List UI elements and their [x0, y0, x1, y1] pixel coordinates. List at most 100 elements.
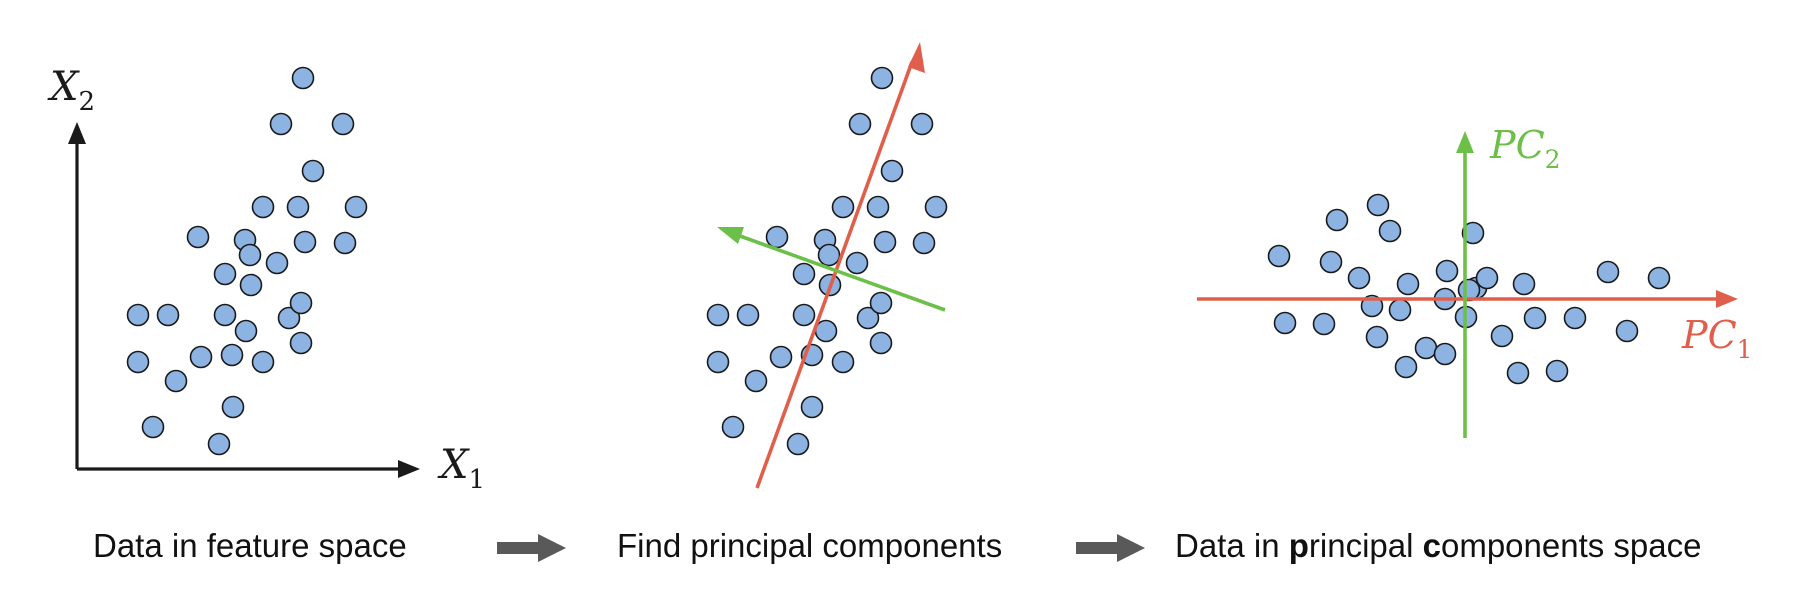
data-point — [924, 195, 948, 219]
data-point — [238, 243, 262, 267]
x2-axis-label: X2 — [47, 64, 95, 117]
data-point — [286, 195, 310, 219]
data-point — [817, 243, 841, 267]
pc2-axis-arrowhead — [1456, 131, 1474, 153]
pc1-axis-label: PC1 — [1681, 313, 1753, 364]
data-point — [301, 159, 325, 183]
data-point — [126, 350, 150, 374]
find-components-points — [706, 66, 948, 456]
data-point — [1273, 311, 1297, 335]
data-point — [213, 262, 237, 286]
pc2-direction-line — [739, 234, 946, 312]
pc2-direction-arrowhead — [717, 227, 744, 244]
right-arrow-icon — [497, 534, 566, 562]
data-point — [1435, 259, 1459, 283]
data-point — [800, 395, 824, 419]
caption-feature-space: Data in feature space — [93, 527, 407, 564]
data-point — [1325, 208, 1349, 232]
data-point — [1523, 306, 1547, 330]
data-point — [189, 345, 213, 369]
pc1-direction-line — [755, 61, 914, 489]
data-point — [1490, 324, 1514, 348]
data-point — [721, 415, 745, 439]
data-point — [293, 230, 317, 254]
data-point — [239, 273, 263, 297]
data-point — [156, 303, 180, 327]
data-point — [792, 262, 816, 286]
data-point — [1388, 298, 1412, 322]
data-point — [866, 195, 890, 219]
data-point — [1433, 342, 1457, 366]
data-point — [265, 251, 289, 275]
data-point — [1506, 361, 1530, 385]
data-point — [331, 112, 355, 136]
data-point — [856, 306, 880, 330]
data-point — [186, 225, 210, 249]
x1-axis-label: X1 — [437, 442, 485, 495]
data-point — [786, 432, 810, 456]
data-point — [1512, 272, 1536, 296]
data-point — [1545, 359, 1569, 383]
data-point — [910, 112, 934, 136]
pc2-axis-label: PC2 — [1489, 123, 1561, 174]
data-point — [1267, 244, 1291, 268]
find-components-panel — [706, 42, 948, 489]
data-point — [1366, 193, 1390, 217]
feature-space-points — [126, 66, 368, 456]
data-point — [873, 230, 897, 254]
x2-axis-arrowhead — [68, 122, 86, 144]
data-point — [344, 195, 368, 219]
data-point — [251, 350, 275, 374]
data-point — [1319, 250, 1343, 274]
data-point — [289, 291, 313, 315]
data-point — [769, 345, 793, 369]
data-point — [141, 415, 165, 439]
data-point — [1461, 221, 1485, 245]
data-point — [869, 291, 893, 315]
pc-space-points — [1267, 193, 1671, 385]
data-point — [277, 306, 301, 330]
data-point — [1347, 266, 1371, 290]
data-point — [831, 195, 855, 219]
pc1-direction-arrowhead — [908, 42, 925, 73]
data-point — [1414, 336, 1438, 360]
data-point — [1394, 355, 1418, 379]
data-point — [848, 112, 872, 136]
caption-pc-space: Data in principal components space — [1175, 527, 1702, 564]
data-point — [269, 112, 293, 136]
data-point — [333, 231, 357, 255]
data-point — [736, 303, 760, 327]
data-point — [1396, 272, 1420, 296]
data-point — [744, 369, 768, 393]
caption-find-components: Find principal components — [617, 527, 1002, 564]
data-point — [870, 66, 894, 90]
x1-axis-arrowhead — [398, 460, 420, 478]
data-point — [1563, 306, 1587, 330]
data-point — [220, 343, 244, 367]
data-point — [207, 432, 231, 456]
data-point — [213, 303, 237, 327]
data-point — [880, 159, 904, 183]
data-point — [1615, 319, 1639, 343]
data-point — [1378, 219, 1402, 243]
data-point — [765, 225, 789, 249]
data-point — [234, 319, 258, 343]
data-point — [1475, 266, 1499, 290]
data-point — [869, 331, 893, 355]
pc1-axis-arrowhead — [1716, 290, 1738, 308]
right-arrow-icon — [1076, 534, 1145, 562]
data-point — [221, 395, 245, 419]
data-point — [1647, 266, 1671, 290]
data-point — [289, 331, 313, 355]
pc-space-panel: PC1 PC2 — [1197, 123, 1753, 438]
data-point — [831, 350, 855, 374]
data-point — [1365, 325, 1389, 349]
feature-space-panel: X1 X2 — [47, 64, 485, 495]
data-point — [251, 195, 275, 219]
data-point — [706, 303, 730, 327]
data-point — [164, 369, 188, 393]
data-point — [126, 303, 150, 327]
data-point — [706, 350, 730, 374]
data-point — [792, 303, 816, 327]
